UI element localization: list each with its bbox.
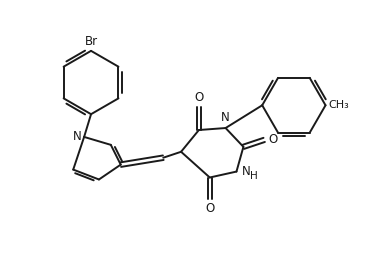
Text: O: O: [268, 133, 277, 146]
Text: O: O: [194, 91, 203, 104]
Text: CH₃: CH₃: [329, 100, 349, 110]
Text: N: N: [221, 111, 230, 124]
Text: H: H: [250, 171, 258, 181]
Text: N: N: [241, 165, 250, 178]
Text: Br: Br: [85, 35, 98, 48]
Text: N: N: [73, 130, 82, 143]
Text: O: O: [205, 202, 214, 215]
